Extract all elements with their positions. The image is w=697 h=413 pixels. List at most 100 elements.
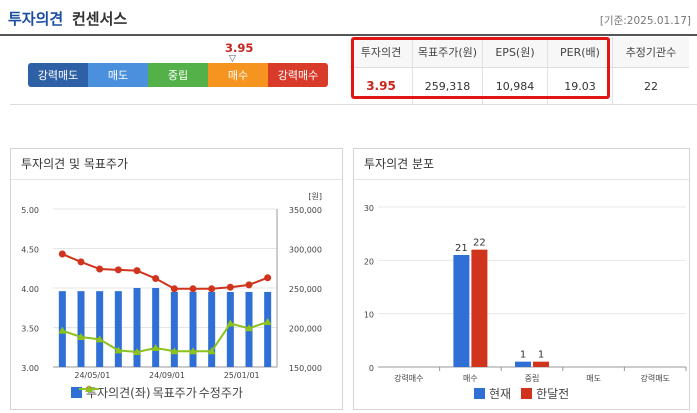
chart1-point-target-price	[170, 285, 178, 293]
legend-label-adjusted: 수정주가	[198, 386, 243, 400]
chart1-point-target-price	[189, 285, 197, 293]
chart2-data-label: 21	[455, 243, 468, 254]
section-header: 투자의견 컨센서스 [기준:2025.01.17]	[0, 0, 697, 36]
chart1-point-adjusted-price	[170, 347, 179, 355]
opinion-target-chart: 5.00 4.50 4.00 3.50 3.00 350,000 300,000 250,00…	[21, 192, 322, 380]
base-date: [기준:2025.01.17]	[599, 15, 691, 27]
chart1-point-target-price	[245, 281, 253, 289]
legend-label-current: 현재	[489, 387, 512, 401]
col-header-target-price: 목표주가(원)	[412, 37, 483, 68]
chart2-bar-month-ago	[533, 361, 549, 367]
chart1-point-target-price	[114, 266, 122, 274]
chart1-point-target-price	[208, 285, 216, 293]
chart2-x-tick-label: 매수	[463, 374, 478, 383]
rating-pointer-icon: ▽	[229, 54, 236, 64]
chart1-right-tick-label: 150,000	[289, 364, 322, 373]
chart2-title: 투자의견 분포	[354, 149, 689, 180]
chart1-point-adjusted-price	[263, 317, 272, 325]
col-header-analyst-count: 추정기관수	[612, 37, 689, 68]
chart1-left-tick-label: 4.00	[21, 285, 39, 294]
chart1-bar-opinion	[170, 291, 178, 367]
legend-swatch-current	[474, 388, 485, 399]
consensus-header-row: 투자의견 목표주가(원) EPS(원) PER(배) 추정기관수	[350, 37, 689, 68]
opinion-distribution-chart-panel: 투자의견 분포 30 20 10 0 강력매수 매수 21 22 중립 1 1 매도 강력매도 현재 한…	[353, 148, 690, 410]
chart1-point-adjusted-price	[226, 319, 235, 327]
chart2-x-tick-label: 강력매수	[394, 373, 423, 383]
chart1-title: 투자의견 및 목표주가	[11, 149, 342, 180]
chart1-bar-opinion	[264, 291, 272, 367]
rating-strong-buy: 강력매수	[268, 63, 328, 87]
opinion-distribution-chart: 30 20 10 0 강력매수 매수 21 22 중립 1 1 매도 강력매도	[364, 204, 687, 383]
consensus-table: 투자의견 목표주가(원) EPS(원) PER(배) 추정기관수 3.95 25…	[350, 37, 689, 104]
chart1-bar-opinion	[208, 291, 216, 367]
chart1-bar-opinion	[189, 291, 197, 367]
chart1-legend: 투자의견(좌) 목표주가 수정주가	[71, 384, 243, 401]
chart1-bar-opinion	[114, 291, 122, 367]
col-header-opinion: 투자의견	[350, 37, 413, 68]
rating-strong-sell: 강력매도	[28, 63, 88, 87]
chart1-point-target-price	[77, 258, 85, 266]
chart1-bar-opinion	[77, 291, 85, 367]
chart1-point-target-price	[96, 265, 104, 273]
chart1-point-adjusted-price	[77, 332, 85, 340]
opinion-target-chart-panel: 투자의견 및 목표주가 5.00 4.50 4.00 3.50 3.00 350,000 3…	[10, 148, 343, 410]
chart1-point-adjusted-price	[133, 347, 141, 355]
chart1-line-target-price	[61, 253, 269, 290]
chart1-point-adjusted-price	[245, 324, 253, 332]
chart1-x-tick-label: 24/05/01	[74, 371, 110, 380]
legend-swatch-opinion	[71, 387, 82, 398]
col-header-per: PER(배)	[547, 37, 613, 68]
page-title: 투자의견	[8, 10, 64, 28]
chart1-point-target-price	[152, 275, 160, 283]
chart1-left-tick-label: 5.00	[21, 206, 39, 215]
divider	[10, 104, 697, 105]
rating-buy: 매수	[208, 63, 268, 87]
chart2-bar-current	[515, 361, 531, 367]
chart2-data-label: 1	[520, 350, 526, 361]
chart1-right-tick-label: 200,000	[289, 325, 322, 334]
legend-label-month-ago: 한달전	[536, 387, 570, 401]
chart1-left-tick-label: 3.00	[21, 364, 39, 373]
chart1-right-tick-label: 250,000	[289, 285, 322, 294]
legend-label-opinion: 투자의견(좌)	[86, 386, 151, 400]
rating-sell: 매도	[88, 63, 148, 87]
chart2-x-tick-label: 매도	[586, 374, 601, 383]
chart1-bar-opinion	[133, 288, 141, 367]
chart1-line-adjusted-price	[62, 321, 268, 353]
chart2-data-label: 22	[473, 238, 486, 249]
chart1-bar-opinion	[226, 291, 234, 367]
legend-swatch-adjusted	[79, 385, 99, 392]
chart1-point-target-price	[226, 283, 234, 291]
chart1-point-target-price	[58, 250, 66, 258]
chart2-bar-current	[453, 255, 470, 367]
chart1-left-tick-label: 4.50	[21, 246, 39, 255]
value-analyst-count: 22	[644, 79, 658, 93]
chart1-point-adjusted-price	[151, 344, 160, 352]
chart1-right-tick-label: 350,000	[289, 206, 322, 215]
chart2-data-label: 1	[538, 350, 544, 361]
chart2-bar-month-ago	[471, 249, 488, 367]
chart1-point-adjusted-price	[189, 347, 197, 355]
col-header-eps: EPS(원)	[482, 37, 548, 68]
chart1-left-tick-label: 3.50	[21, 325, 39, 334]
legend-swatch-month-ago	[521, 388, 533, 399]
page-subtitle: 컨센서스	[72, 10, 128, 28]
chart1-point-adjusted-price	[95, 335, 104, 343]
chart1-bar-opinion	[152, 288, 160, 367]
chart2-x-tick-label: 중립	[525, 374, 540, 383]
chart1-point-adjusted-price	[58, 326, 67, 334]
chart2-y-tick-label: 20	[364, 257, 374, 266]
chart2-legend: 현재 한달전	[474, 385, 569, 402]
rating-hold: 중립	[148, 63, 208, 87]
legend-label-target: 목표주가	[152, 386, 197, 400]
chart1-bar-opinion	[96, 291, 104, 367]
chart1-x-tick-label: 24/09/01	[149, 371, 185, 380]
chart1-point-adjusted-price	[207, 347, 216, 355]
chart1-y2-unit: [원]	[308, 192, 322, 201]
chart2-y-tick-label: 10	[364, 311, 374, 320]
chart1-right-tick-label: 300,000	[289, 246, 322, 255]
chart1-x-tick-label: 25/01/01	[224, 371, 260, 380]
rating-score-label: 3.95	[225, 41, 254, 55]
chart1-point-adjusted-price	[114, 346, 123, 354]
chart2-x-tick-label: 강력매도	[640, 373, 669, 383]
